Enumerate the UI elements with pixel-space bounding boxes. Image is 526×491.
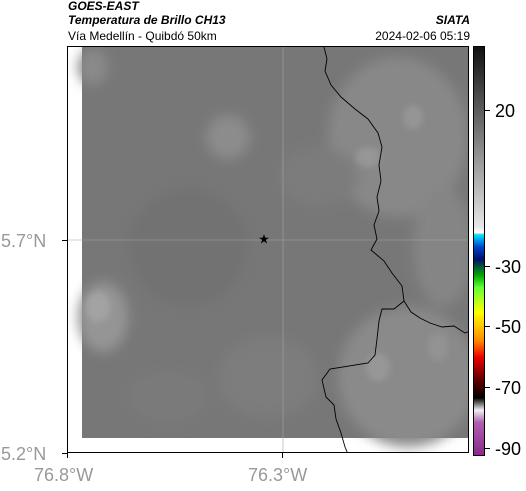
map-canvas (68, 47, 468, 452)
colorbar (473, 46, 485, 456)
org-label: SIATA (435, 13, 470, 27)
colorbar-label: -70 (495, 378, 522, 398)
route-subtitle: Vía Medellín - Quibdó 50km (68, 29, 217, 43)
lat-tick-mark (62, 453, 67, 454)
lat-tick-mark (62, 240, 67, 241)
colorbar-label: -50 (495, 317, 522, 337)
lon-tick-mark (282, 453, 283, 458)
colorbar-tick (485, 448, 490, 449)
colorbar-label: 20 (495, 101, 516, 121)
timestamp-label: 2024-02-06 05:19 (375, 29, 470, 43)
department-borders (321, 47, 468, 452)
colorbar-label: -30 (495, 257, 522, 277)
colorbar-tick (485, 387, 490, 388)
lon-tick-mark (67, 453, 68, 458)
satellite-map[interactable] (67, 46, 469, 453)
lat-label: 5.7°N (1, 231, 47, 251)
satellite-title: GOES-EAST (68, 0, 139, 13)
lon-label: 76.8°W (34, 465, 94, 485)
lat-label: 5.2°N (1, 444, 47, 464)
colorbar-label: -90 (495, 439, 522, 459)
product-title: Temperatura de Brillo CH13 (68, 13, 226, 27)
colorbar-tick (485, 266, 490, 267)
colorbar-tick (485, 326, 490, 327)
lon-label: 76.3°W (248, 465, 308, 485)
colorbar-tick (485, 110, 490, 111)
map-gridlines (68, 47, 468, 452)
brightness-field (78, 47, 468, 447)
star-marker-icon (259, 234, 269, 244)
